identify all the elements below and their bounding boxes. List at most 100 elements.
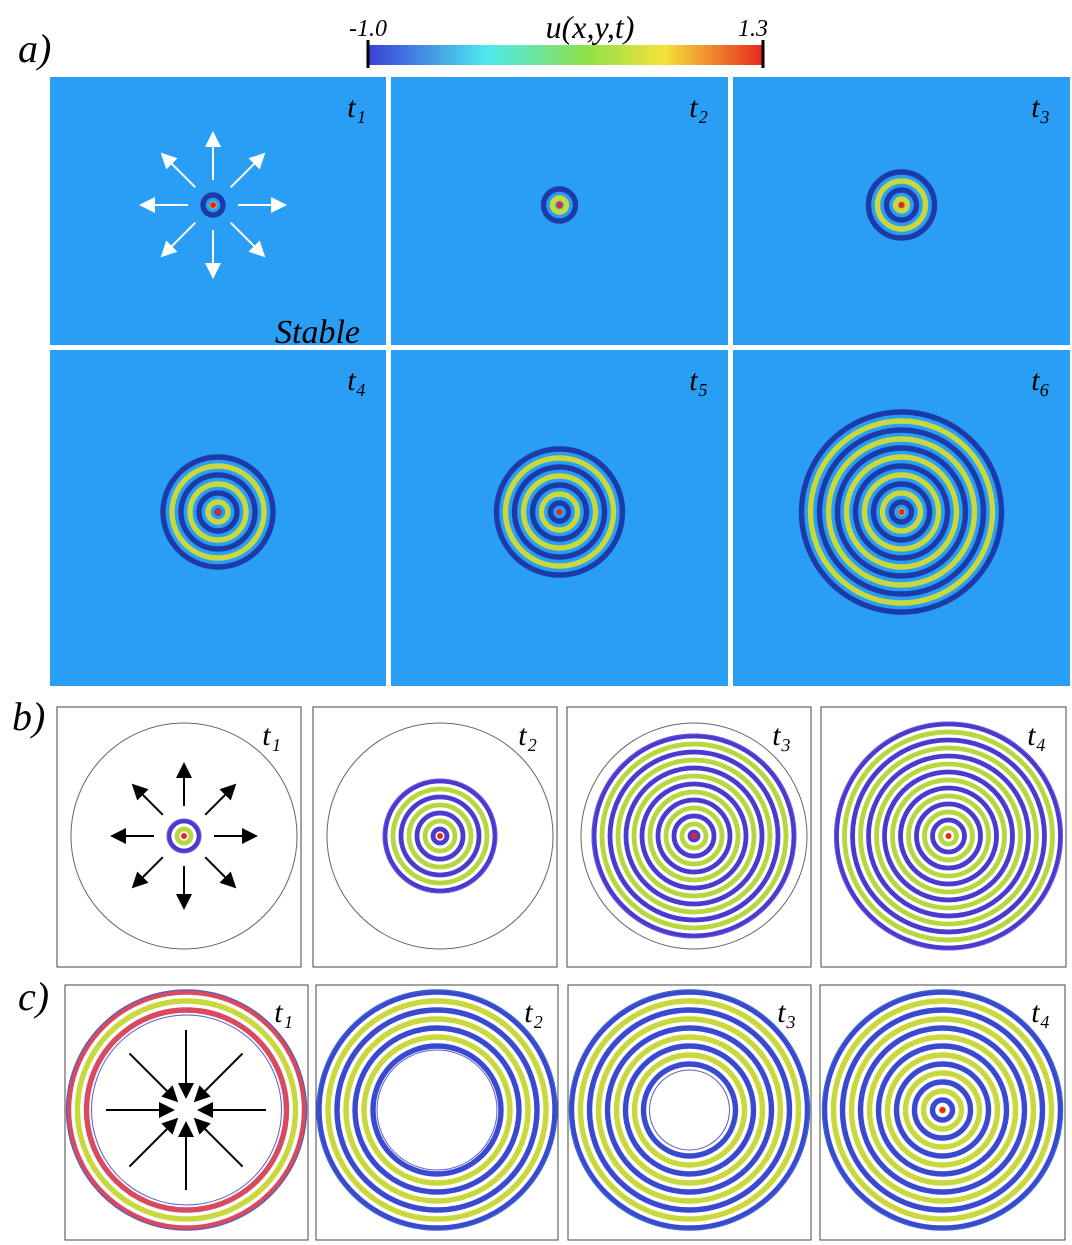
ring (639, 781, 749, 891)
ring (879, 490, 924, 534)
core (556, 202, 563, 208)
ring (834, 445, 969, 579)
ring (586, 1007, 793, 1213)
ring (821, 989, 1064, 1231)
ring (671, 813, 717, 859)
ring (631, 1052, 748, 1168)
ring (888, 499, 915, 525)
ring (830, 998, 1055, 1222)
ring (848, 1016, 1037, 1204)
ring (922, 809, 975, 863)
time-label: t₄ (1027, 719, 1046, 752)
arrow (160, 221, 197, 258)
ring-edge (591, 733, 797, 939)
ring (169, 463, 267, 561)
ring (607, 749, 781, 923)
ring (370, 1043, 504, 1177)
arrow (131, 856, 164, 889)
time-label: t₂ (518, 719, 537, 752)
ring (577, 998, 802, 1222)
arrow (204, 783, 237, 816)
ring (798, 409, 1005, 615)
ring (493, 446, 626, 578)
time-label: t₅ (689, 364, 708, 397)
ring (816, 427, 987, 597)
core (945, 833, 952, 839)
colorbar (368, 45, 763, 65)
ring (599, 741, 789, 931)
ring (540, 186, 579, 224)
ring (679, 821, 709, 851)
ring (361, 1034, 513, 1186)
time-label: t₃ (777, 996, 796, 1029)
ring (842, 729, 1055, 943)
ring-edge (569, 989, 810, 1231)
core (939, 1107, 946, 1113)
ring (325, 998, 549, 1222)
ring (316, 989, 558, 1231)
arrow (229, 221, 266, 258)
core (181, 833, 187, 839)
frame (50, 350, 386, 686)
ring (874, 178, 929, 232)
ring-edge (66, 989, 307, 1231)
time-label: t₂ (524, 996, 543, 1029)
ring (834, 721, 1063, 951)
ring (178, 472, 258, 552)
ring (807, 418, 996, 606)
ring (906, 793, 991, 879)
ring (857, 1025, 1028, 1195)
ring (914, 801, 983, 871)
ring (858, 745, 1039, 927)
ring (839, 1007, 1046, 1213)
ring (825, 436, 978, 588)
ring (892, 196, 911, 214)
ring (861, 472, 942, 552)
ring (622, 1043, 757, 1177)
ring (568, 989, 811, 1231)
ring (655, 797, 733, 875)
ring (882, 769, 1015, 903)
ring-edge (382, 778, 498, 894)
ring (865, 169, 938, 241)
colorbar-max: 1.3 (738, 16, 768, 42)
ring (390, 786, 490, 886)
ring-edge (166, 818, 202, 854)
time-label: t₁ (262, 719, 281, 752)
ring (623, 765, 765, 907)
ring (196, 490, 240, 534)
colorbar-min: -1.0 (349, 16, 387, 42)
ring (843, 454, 960, 570)
hole (376, 1049, 498, 1171)
core (898, 202, 905, 208)
colorbar-label: u(x,y,t) (546, 9, 635, 45)
ring (866, 753, 1031, 919)
time-label: t₄ (347, 364, 366, 397)
ring (647, 789, 741, 883)
ring (352, 1025, 522, 1195)
arrow (193, 1052, 244, 1103)
ring (870, 481, 933, 543)
time-label: t₆ (1031, 364, 1050, 397)
ring (938, 825, 959, 847)
hole (649, 1069, 730, 1151)
ring (898, 785, 999, 887)
ring-edge (316, 989, 558, 1231)
arrow (160, 152, 197, 189)
ring (343, 1016, 531, 1204)
ring (398, 794, 482, 878)
time-label: t₁ (347, 91, 366, 124)
ring (520, 473, 599, 551)
panel-label: a) (18, 26, 51, 71)
ring (883, 187, 920, 223)
ring (187, 481, 249, 543)
ring (866, 1034, 1019, 1186)
ring (893, 1061, 992, 1159)
ring (687, 829, 701, 843)
ring (422, 818, 458, 854)
ring (663, 805, 725, 867)
ring (902, 1070, 983, 1150)
ring (382, 778, 498, 894)
ring (334, 1007, 540, 1213)
